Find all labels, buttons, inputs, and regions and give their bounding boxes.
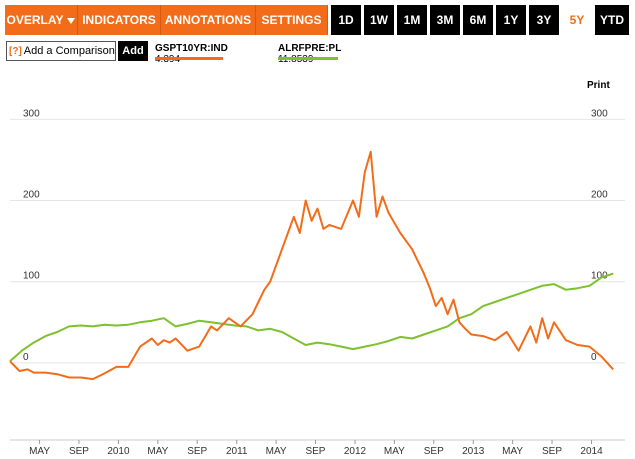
range-3y-button[interactable]: 3Y: [529, 5, 559, 35]
overlay-menu-button[interactable]: OVERLAY: [5, 5, 78, 35]
x-tick-label: SEP: [187, 446, 207, 457]
x-tick-label: MAY: [29, 446, 50, 457]
y-tick-label-left: 200: [23, 190, 40, 201]
print-link[interactable]: Print: [587, 80, 610, 91]
caret-down-icon: [289, 47, 298, 54]
add-comparison-input[interactable]: [?] Add a Comparison: [6, 41, 116, 61]
toolbar: OVERLAY INDICATORS ANNOTATIONS SETTINGS …: [0, 0, 635, 54]
y-tick-label-right: 200: [591, 190, 608, 201]
indicators-menu-button[interactable]: INDICATORS: [78, 5, 161, 54]
y-tick-label-left: 0: [23, 352, 29, 363]
x-tick-label: MAY: [266, 446, 287, 457]
range-1y-button[interactable]: 1Y: [496, 5, 526, 35]
x-tick-label: SEP: [424, 446, 444, 457]
series-line-alrfpre: [9, 272, 614, 363]
range-3m-button[interactable]: 3M: [430, 5, 460, 35]
range-1d-button[interactable]: 1D: [331, 5, 361, 35]
range-6m-button[interactable]: 6M: [463, 5, 493, 35]
y-tick-label-right: 0: [591, 352, 597, 363]
range-ytd-button[interactable]: YTD: [595, 5, 629, 35]
x-tick-label: 2012: [344, 446, 367, 457]
x-tick-label: SEP: [69, 446, 89, 457]
legend-series-2-swatch: [278, 57, 338, 60]
x-tick-label: MAY: [147, 446, 168, 457]
x-tick-label: 2011: [226, 446, 248, 457]
add-comparison-button[interactable]: Add: [118, 41, 148, 61]
x-tick-label: MAY: [502, 446, 523, 457]
overlay-menu-label: OVERLAY: [6, 13, 64, 27]
y-tick-label-left: 300: [23, 108, 40, 119]
indicators-menu-label: INDICATORS: [82, 13, 156, 27]
legend-series-1-name: GSPT10YR:IND: [155, 43, 228, 54]
x-tick-label: 2010: [107, 446, 130, 457]
settings-menu-button[interactable]: SETTINGS: [256, 5, 328, 54]
settings-menu-label: SETTINGS: [261, 13, 322, 27]
x-tick-label: 2014: [580, 446, 603, 457]
x-tick-label: SEP: [305, 446, 325, 457]
add-comparison-placeholder: Add a Comparison: [23, 45, 115, 57]
legend-series-2[interactable]: ALRFPRE:PL 11.8539: [278, 43, 342, 65]
range-1w-button[interactable]: 1W: [364, 5, 394, 35]
caret-down-icon: [67, 17, 76, 24]
help-icon[interactable]: [?]: [9, 46, 22, 57]
annotations-menu-label: ANNOTATIONS: [164, 13, 252, 27]
legend-series-1[interactable]: GSPT10YR:IND 4.394: [155, 43, 228, 65]
legend-series-2-name: ALRFPRE:PL: [278, 43, 342, 54]
y-tick-label-right: 300: [591, 108, 608, 119]
x-tick-label: SEP: [542, 446, 562, 457]
series-line-gspt10yr: [9, 150, 614, 381]
x-tick-label: MAY: [384, 446, 405, 457]
caret-down-icon: [206, 47, 214, 54]
range-1m-button[interactable]: 1M: [397, 5, 427, 35]
annotations-menu-button[interactable]: ANNOTATIONS: [161, 5, 256, 54]
range-5y-button[interactable]: 5Y: [562, 5, 592, 35]
legend-series-1-swatch: [155, 57, 223, 60]
y-tick-label-left: 100: [23, 271, 40, 282]
y-tick-label-right: 100: [591, 271, 608, 282]
x-tick-label: 2013: [462, 446, 485, 457]
